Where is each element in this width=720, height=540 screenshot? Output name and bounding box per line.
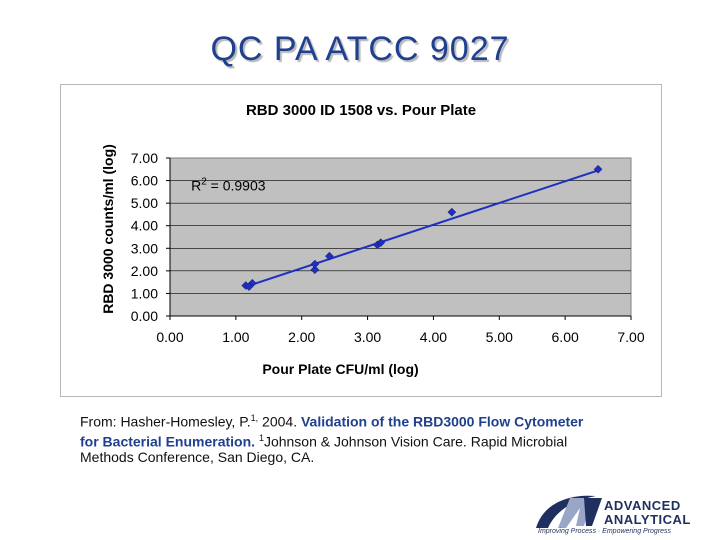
logo-text-line2: ANALYTICAL (604, 512, 691, 527)
y-tick-label: 2.00 (131, 263, 158, 279)
chart-title: RBD 3000 ID 1508 vs. Pour Plate (246, 102, 476, 119)
citation-rest: Johnson & Johnson Vision Care. Rapid Mic… (80, 433, 568, 466)
citation-prefix-sup: 1, (250, 413, 259, 423)
x-axis-label: Pour Plate CFU/ml (log) (262, 361, 418, 377)
x-tick-label: 2.00 (288, 329, 315, 345)
data-point (310, 259, 320, 269)
y-axis-label: RBD 3000 counts/ml (log) (100, 144, 116, 314)
x-tick-label: 7.00 (617, 329, 644, 345)
x-tick-label: 5.00 (486, 329, 513, 345)
data-point (325, 251, 334, 261)
citation-affil-sup: 1 (258, 432, 264, 443)
citation: From: Hasher-Homesley, P.1, 2004. Valida… (80, 410, 600, 465)
citation-year: 2004. (258, 413, 301, 430)
data-point (244, 282, 254, 292)
x-tick-label: 0.00 (156, 329, 183, 345)
y-tick-label: 6.00 (131, 173, 158, 189)
y-tick-label: 3.00 (131, 240, 158, 256)
y-tick-label: 4.00 (131, 218, 158, 234)
y-tick-label: 0.00 (131, 308, 158, 324)
y-tick-label: 7.00 (131, 150, 158, 166)
x-tick-label: 3.00 (354, 329, 381, 345)
logo-swoosh-icon (536, 495, 602, 528)
citation-prefix: From: Hasher-Homesley, P. (80, 413, 251, 430)
y-tick-label: 5.00 (131, 195, 158, 211)
logo-tagline: Improving Process · Empowering Progress (538, 528, 672, 535)
advanced-analytical-logo: ADVANCED ANALYTICAL Improving Process · … (530, 492, 710, 538)
scatter-chart: RBD 3000 ID 1508 vs. Pour Plate 0.00 1.00 2… (100, 102, 645, 377)
x-tick-label: 1.00 (222, 329, 249, 345)
data-point (447, 207, 457, 217)
data-point (376, 238, 386, 247)
data-point (310, 265, 320, 275)
x-tick-label: 6.00 (552, 329, 579, 345)
logo-text-line1: ADVANCED (604, 498, 681, 513)
data-point (593, 164, 603, 174)
slide-title: QC PA ATCC 9027 (210, 30, 510, 68)
r-squared-annotation: R2 = 0.9903 (191, 177, 266, 194)
citation-highlight: Validation of the RBD3000 Flow Cytometer… (80, 413, 584, 450)
chart-frame: RBD 3000 ID 1508 vs. Pour Plate 0.00 1.00 2… (60, 84, 662, 397)
trendline (245, 169, 599, 288)
y-tick-label: 1.00 (131, 285, 158, 301)
x-tick-label: 4.00 (420, 329, 447, 345)
